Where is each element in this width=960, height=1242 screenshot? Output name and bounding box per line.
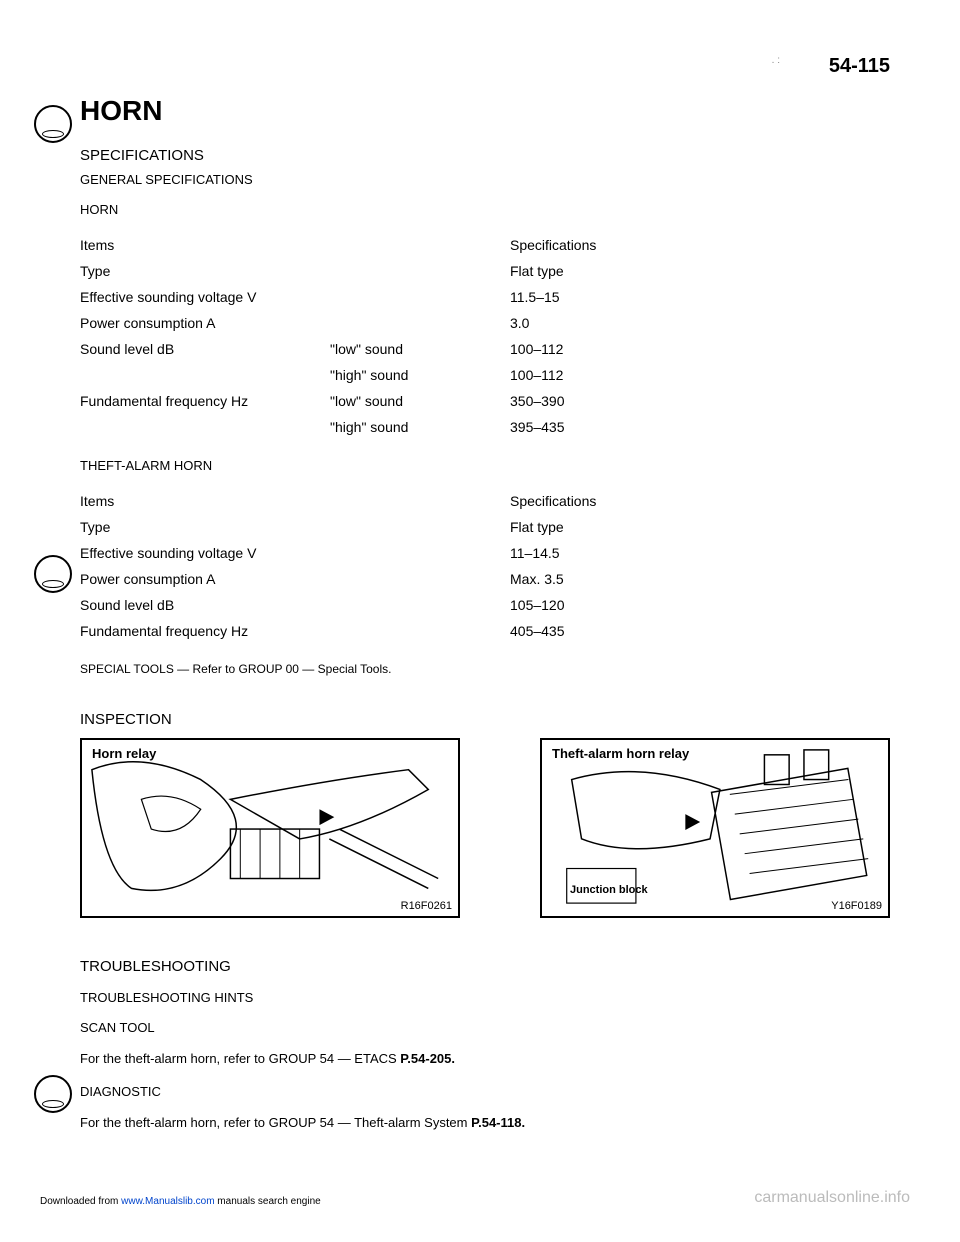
spec-sub: "low" sound bbox=[330, 393, 510, 409]
line1-text: For the theft-alarm horn, refer to GROUP… bbox=[80, 1051, 400, 1066]
theft-spec-table: Items Specifications Type Flat type Effe… bbox=[80, 488, 900, 644]
table-row: Power consumption A 3.0 bbox=[80, 310, 900, 336]
spec-label: Effective sounding voltage V bbox=[80, 545, 330, 561]
junction-block-label: Junction block bbox=[570, 884, 648, 896]
table-row: Sound level dB 105–120 bbox=[80, 592, 900, 618]
spec-value: 105–120 bbox=[510, 597, 900, 613]
margin-icon bbox=[34, 555, 72, 593]
footer-left: Downloaded from www.Manualslib.com manua… bbox=[40, 1196, 321, 1207]
footer-left-b: manuals search engine bbox=[215, 1196, 321, 1207]
specifications-heading: SPECIFICATIONS bbox=[80, 147, 910, 164]
spec-value: 395–435 bbox=[510, 419, 900, 435]
diagnostic-heading: DIAGNOSTIC bbox=[80, 1084, 910, 1099]
main-heading: HORN bbox=[80, 95, 910, 127]
spec-value: Max. 3.5 bbox=[510, 571, 900, 587]
spec-label: Effective sounding voltage V bbox=[80, 289, 330, 305]
table-row: Type Flat type bbox=[80, 514, 900, 540]
line1-ref: P.54-205. bbox=[400, 1051, 455, 1066]
line2-text: For the theft-alarm horn, refer to GROUP… bbox=[80, 1115, 471, 1130]
special-tools-note: SPECIAL TOOLS — Refer to GROUP 00 — Spec… bbox=[80, 662, 910, 676]
spec-value: Flat type bbox=[510, 263, 900, 279]
diagram-code: R16F0261 bbox=[401, 900, 452, 912]
junction-text: Junction block bbox=[570, 884, 648, 896]
table-row: Fundamental frequency Hz 405–435 bbox=[80, 618, 900, 644]
footer-right: carmanualsonline.info bbox=[754, 1189, 910, 1207]
header-items: Items bbox=[80, 493, 330, 509]
spec-label: Power consumption A bbox=[80, 571, 330, 587]
scan-tool-heading: SCAN TOOL bbox=[80, 1020, 910, 1035]
spec-label: Sound level dB bbox=[80, 341, 330, 357]
table-row: Effective sounding voltage V 11.5–15 bbox=[80, 284, 900, 310]
table-row: Type Flat type bbox=[80, 258, 900, 284]
spec-value: 100–112 bbox=[510, 341, 900, 357]
table-row: Fundamental frequency Hz "low" sound 350… bbox=[80, 388, 900, 414]
spec-value: 100–112 bbox=[510, 367, 900, 383]
header-items: Items bbox=[80, 237, 330, 253]
header-specifications: Specifications bbox=[510, 493, 900, 509]
footer-left-a: Downloaded from bbox=[40, 1196, 121, 1207]
spec-value: 11–14.5 bbox=[510, 545, 900, 561]
spec-label: Type bbox=[80, 519, 330, 535]
spec-sub: "high" sound bbox=[330, 419, 510, 435]
troubleshoot-line-2: For the theft-alarm horn, refer to GROUP… bbox=[80, 1113, 910, 1133]
spec-value: 350–390 bbox=[510, 393, 900, 409]
diagram-code: Y16F0189 bbox=[831, 900, 882, 912]
troubleshooting-heading: TROUBLESHOOTING bbox=[80, 958, 910, 975]
table-row: Power consumption A Max. 3.5 bbox=[80, 566, 900, 592]
table-row: Effective sounding voltage V 11–14.5 bbox=[80, 540, 900, 566]
relay-sketch-icon bbox=[82, 740, 458, 918]
margin-icon bbox=[34, 1075, 72, 1113]
spec-value: 3.0 bbox=[510, 315, 900, 331]
header-specifications: Specifications bbox=[510, 237, 900, 253]
theft-alarm-relay-diagram: Theft-alarm horn relay Junction block Y1… bbox=[540, 738, 890, 918]
page-number: 54-115 bbox=[829, 55, 890, 78]
footer-link[interactable]: www.Manualslib.com bbox=[121, 1196, 214, 1207]
table-header-row: Items Specifications bbox=[80, 488, 900, 514]
table-row: "high" sound 395–435 bbox=[80, 414, 900, 440]
diagram-title: Horn relay bbox=[90, 746, 158, 761]
theft-section-heading: THEFT-ALARM HORN bbox=[80, 458, 910, 473]
spec-label: Type bbox=[80, 263, 330, 279]
horn-spec-table: Items Specifications Type Flat type Effe… bbox=[80, 232, 900, 440]
spec-label: Power consumption A bbox=[80, 315, 330, 331]
spec-sub: "low" sound bbox=[330, 341, 510, 357]
table-header-row: Items Specifications bbox=[80, 232, 900, 258]
spec-value: 405–435 bbox=[510, 623, 900, 639]
line2-ref: P.54-118. bbox=[471, 1115, 525, 1130]
diagrams-row: Horn relay R16F0261 Theft-alarm horn rel… bbox=[80, 738, 910, 918]
spec-value: 11.5–15 bbox=[510, 289, 900, 305]
spec-label: Fundamental frequency Hz bbox=[80, 623, 330, 639]
general-spec-heading: GENERAL SPECIFICATIONS bbox=[80, 172, 910, 187]
margin-icon bbox=[34, 105, 72, 143]
troubleshooting-hints-heading: TROUBLESHOOTING HINTS bbox=[80, 990, 910, 1005]
page-header-hint: . : bbox=[772, 55, 780, 66]
troubleshoot-line-1: For the theft-alarm horn, refer to GROUP… bbox=[80, 1049, 910, 1069]
table-row: "high" sound 100–112 bbox=[80, 362, 900, 388]
diagram-title: Theft-alarm horn relay bbox=[550, 746, 691, 761]
spec-label: Fundamental frequency Hz bbox=[80, 393, 330, 409]
table-row: Sound level dB "low" sound 100–112 bbox=[80, 336, 900, 362]
spec-value: Flat type bbox=[510, 519, 900, 535]
spec-sub: "high" sound bbox=[330, 367, 510, 383]
inspection-heading: INSPECTION bbox=[80, 711, 910, 728]
horn-section-heading: HORN bbox=[80, 202, 910, 217]
horn-relay-diagram: Horn relay R16F0261 bbox=[80, 738, 460, 918]
spec-label: Sound level dB bbox=[80, 597, 330, 613]
